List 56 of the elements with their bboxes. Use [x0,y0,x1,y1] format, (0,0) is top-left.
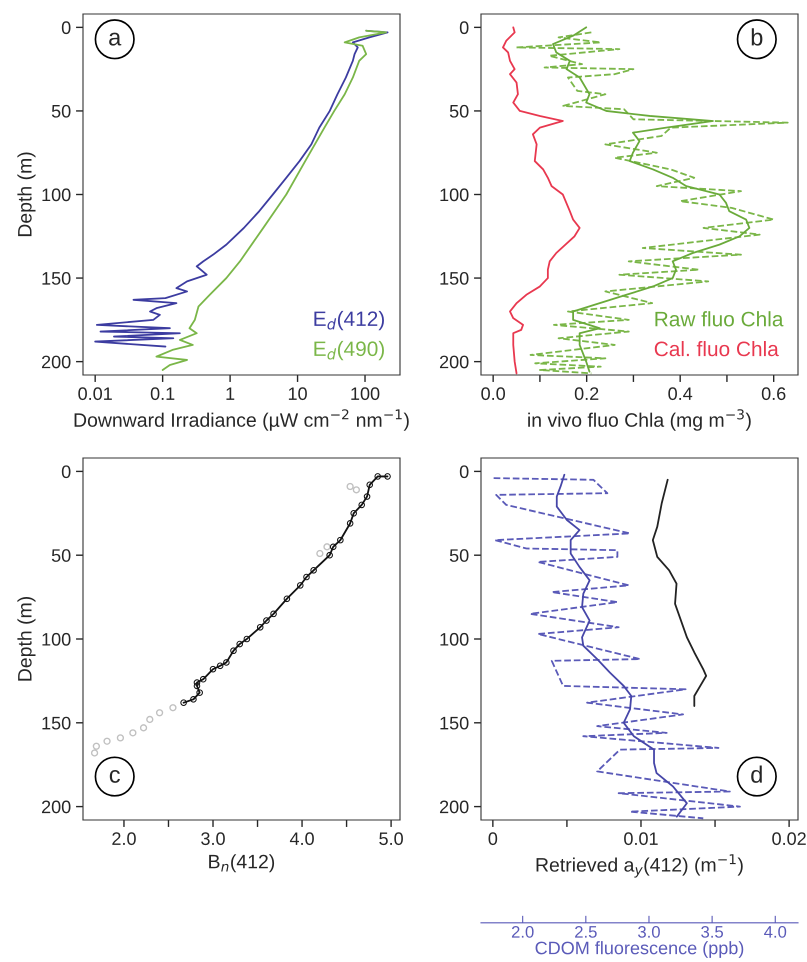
x-tick-label: 2.0 [112,832,136,846]
x-tick-label: 0.0 [481,387,505,400]
y-axis-title: Depth (m) [17,596,36,681]
x-tick-label: 0.01 [78,387,112,400]
x-tick-label: 1 [226,387,234,400]
x2-tick-label: 3.0 [638,926,660,938]
y-tick-label: 0 [460,465,468,478]
y-tick-label: 200 [42,356,70,368]
y-tick-label: 0 [62,465,70,478]
x-axis-title: in vivo fluo Chla (mg m$^{−3}$) [528,409,751,431]
y-tick-label: 0 [62,21,70,34]
y-tick-label: 100 [42,188,70,202]
text: E$_{d}$(412) [314,310,384,330]
y-tick-label: 50 [450,549,468,562]
x2-tick-label: 3.5 [701,926,724,938]
y-axis-title: Depth (m) [17,152,36,236]
x2-tick-label: 4.0 [764,926,786,938]
y-tick-label: 200 [440,800,468,814]
y-tick-label: 150 [440,716,468,730]
x-tick-label: 0.4 [668,387,692,400]
y-tick-label: 150 [42,716,70,730]
x-tick-label: 3.0 [201,832,225,846]
x-tick-label: 0.02 [772,832,806,846]
y-tick-label: 200 [440,356,468,368]
x-axis-title: Downward Irradiance (µW cm$^{−2}$ nm$^{−1}$) [74,409,409,431]
x-tick-label: 0.2 [574,387,598,400]
x-tick-label: 0.01 [624,832,658,846]
y-tick-label: 200 [42,800,70,814]
x-tick-label: 0.6 [762,387,786,400]
y-tick-label: 50 [52,104,70,118]
annotation: a [109,32,122,46]
y-tick-label: 50 [450,104,468,118]
annotation: d [751,766,762,783]
x2-tick-label: 2.5 [575,926,597,938]
y-tick-label: 150 [440,272,468,285]
y-tick-label: 150 [42,272,70,285]
y-tick-label: 100 [440,188,468,202]
y-tick-label: 100 [440,632,468,646]
x-axis-title: Retrieved a$_{y}$(412) (m$^{−1}$) [536,854,743,878]
text: E$_{d}$(490) [314,340,384,360]
x-tick-label: 10 [288,387,307,400]
x-tick-label: 100 [351,387,380,400]
annotation: b [752,28,762,46]
text: Cal. fluo Chla [654,340,779,356]
x-tick-label: 4.0 [290,832,314,846]
x-tick-label: 5.0 [379,832,403,846]
series-label: Raw fluo Chla [655,311,784,326]
y-tick-label: 0 [460,21,468,34]
y-tick-label: 50 [52,549,70,562]
x-tick-label: 0 [488,832,498,846]
x-axis-title: B$_{n}$(412) [209,854,274,872]
x-tick-label: 0.1 [150,387,174,400]
annotation: c [110,770,120,783]
x2-tick-label: 2.0 [512,926,534,938]
y-tick-label: 100 [42,632,70,646]
x2-axis-title: CDOM fluorescence (ppb) [536,941,744,958]
